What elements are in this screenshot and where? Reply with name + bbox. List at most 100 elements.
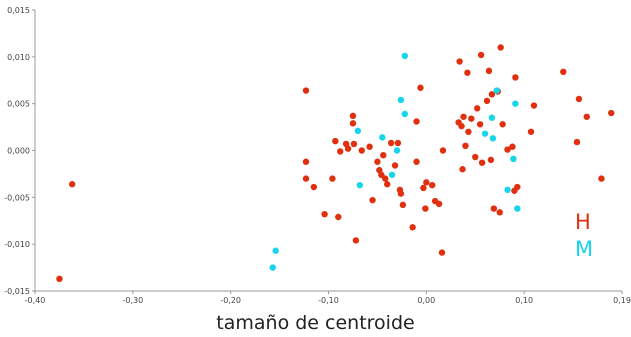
point-h: [332, 137, 339, 145]
point-h: [478, 159, 486, 166]
point-m: [272, 247, 279, 254]
point-h: [509, 143, 516, 150]
point-h: [512, 74, 519, 81]
point-h: [459, 166, 466, 173]
point-h: [423, 179, 430, 186]
y-tick-label: 0,000: [7, 147, 30, 156]
point-h: [422, 205, 429, 212]
point-h: [499, 121, 506, 128]
point-h: [438, 249, 446, 256]
point-m: [512, 100, 519, 107]
point-h: [352, 237, 360, 244]
point-h: [435, 200, 443, 208]
x-tick-label: -0,30: [122, 296, 143, 305]
point-h: [530, 102, 538, 109]
point-m: [481, 130, 489, 137]
point-h: [335, 213, 342, 221]
y-tick-label: 0,005: [7, 100, 30, 109]
point-h: [483, 97, 491, 105]
point-h: [487, 156, 495, 164]
x-tick-label: 0,00: [417, 296, 435, 305]
y-tick-label: 0,010: [7, 53, 30, 62]
point-h: [417, 84, 424, 91]
y-tick-label: -0,015: [4, 287, 30, 296]
point-m: [489, 135, 497, 142]
point-h: [382, 175, 389, 182]
point-h: [474, 105, 481, 112]
point-h: [413, 158, 420, 165]
point-h: [456, 58, 463, 65]
legend-entry-m: M: [575, 237, 594, 261]
y-tick-label: 0,015: [7, 6, 30, 15]
y-tick-label: -0,010: [4, 240, 30, 249]
tick-labels: -0,015 -0,010 -0,005 0,000 0,005 0,010 0,015 -0…: [4, 6, 631, 305]
point-h: [573, 138, 581, 146]
point-h: [527, 128, 535, 135]
y-tick-label: -0,005: [4, 193, 30, 202]
point-h: [387, 139, 395, 147]
x-tick-label: -0,20: [220, 296, 241, 305]
point-m: [493, 87, 500, 94]
point-h: [358, 147, 365, 154]
point-h: [462, 142, 469, 150]
point-h: [349, 120, 357, 127]
point-h: [374, 158, 381, 165]
data-points: [56, 44, 615, 283]
x-tick-label: -0,10: [318, 296, 339, 305]
point-m: [510, 155, 517, 163]
point-h: [504, 146, 511, 153]
point-h: [366, 143, 373, 150]
point-h: [349, 112, 357, 120]
point-h: [399, 201, 407, 209]
point-h: [68, 181, 76, 188]
point-h: [560, 68, 567, 76]
point-m: [379, 134, 386, 141]
point-m: [488, 114, 496, 121]
point-h: [583, 113, 590, 120]
x-axis-label: tamaño de centroide: [216, 312, 415, 334]
point-h: [477, 51, 485, 59]
point-h: [384, 181, 391, 188]
point-h: [439, 147, 447, 154]
point-h: [497, 44, 504, 51]
x-tick-label: 0,19: [613, 296, 631, 305]
axes: [32, 9, 623, 294]
point-h: [369, 196, 376, 204]
point-h: [575, 95, 583, 103]
point-h: [302, 158, 310, 165]
x-tick-label: 0,10: [515, 296, 533, 305]
point-h: [608, 109, 615, 117]
point-h: [490, 205, 498, 212]
legend-entry-h: H: [575, 210, 591, 234]
point-h: [420, 184, 427, 192]
point-h: [464, 69, 471, 76]
point-h: [409, 224, 416, 231]
point-h: [397, 190, 405, 197]
point-h: [429, 181, 436, 189]
point-m: [269, 264, 276, 271]
point-m: [397, 96, 405, 104]
point-m: [393, 147, 401, 154]
point-m: [388, 171, 396, 179]
point-h: [465, 128, 472, 135]
point-h: [472, 153, 479, 161]
point-h: [598, 175, 605, 182]
point-h: [380, 151, 387, 159]
point-h: [413, 118, 420, 125]
point-m: [356, 181, 364, 189]
point-m: [514, 205, 521, 212]
point-h: [321, 210, 328, 218]
point-h: [310, 183, 318, 191]
point-h: [344, 145, 352, 152]
point-h: [485, 67, 493, 75]
point-h: [302, 87, 310, 94]
point-h: [468, 115, 475, 122]
point-h: [496, 209, 503, 216]
point-h: [488, 91, 496, 98]
point-m: [401, 110, 409, 118]
point-h: [302, 175, 310, 182]
point-h: [56, 275, 63, 283]
point-h: [394, 139, 402, 147]
point-h: [329, 175, 336, 182]
point-m: [504, 186, 511, 194]
